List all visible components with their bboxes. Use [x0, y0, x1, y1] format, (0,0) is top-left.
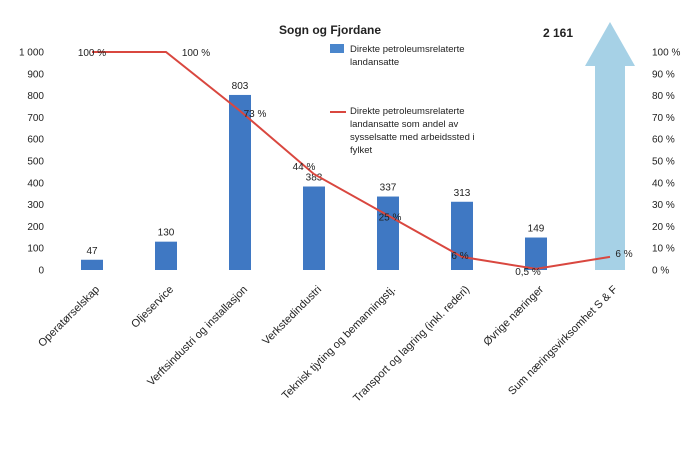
- category-axis: Operatørselskap OljeserviceVerftsindustri…: [36, 283, 620, 404]
- category-label: Øvrige næringer: [481, 283, 546, 348]
- right-tick-label: 50 %: [652, 157, 675, 168]
- left-tick-label: 700: [27, 113, 44, 124]
- bar-value-label: 149: [528, 224, 545, 235]
- bar: [303, 186, 325, 270]
- bar-value-label: 313: [454, 188, 471, 199]
- bar: [525, 237, 547, 270]
- right-tick-label: 30 %: [652, 200, 675, 211]
- line-value-label: 6 %: [615, 249, 632, 260]
- line-series: 100 % 100 % 73 % 44 % 25 % 6 % 0,5 % 6 %: [78, 48, 633, 278]
- bar-value-label: 130: [158, 228, 175, 239]
- right-tick-label: 0 %: [652, 266, 669, 277]
- category-label: Oljeservice: [129, 284, 176, 331]
- bar-value-label: 337: [380, 183, 397, 194]
- line-value-label: 100 %: [78, 48, 106, 59]
- total-arrow-shape: [585, 22, 635, 270]
- legend: Direkte petroleumsrelaterte landansatte Di…: [330, 44, 475, 156]
- category-label: Operatørselskap: [36, 284, 102, 350]
- left-tick-label: 600: [27, 135, 44, 146]
- bar-value-label: 47: [86, 246, 98, 257]
- bar: [155, 241, 177, 270]
- left-tick-label: 1 000: [19, 48, 44, 59]
- bar: [377, 196, 399, 270]
- bar-value-label: 803: [232, 81, 249, 92]
- legend-bar-swatch: [330, 44, 344, 53]
- right-tick-label: 60 %: [652, 135, 675, 146]
- total-arrow: 2 161: [543, 22, 635, 270]
- left-tick-label: 300: [27, 200, 44, 211]
- left-tick-label: 900: [27, 69, 44, 80]
- right-tick-label: 90 %: [652, 69, 675, 80]
- right-axis: 0 % 10 % 20 % 30 % 40 % 50 % 60 % 70 % 80 % 90 % 1…: [652, 48, 680, 277]
- line-value-label: 25 %: [379, 213, 402, 224]
- left-tick-label: 500: [27, 157, 44, 168]
- bar-series: 47 130 803 383 337 313 149: [81, 81, 547, 270]
- line-value-label: 100 %: [182, 48, 210, 59]
- right-tick-label: 70 %: [652, 113, 675, 124]
- line-value-label: 73 %: [244, 109, 267, 120]
- left-tick-label: 0: [38, 266, 44, 277]
- bar: [81, 259, 103, 270]
- right-tick-label: 10 %: [652, 244, 675, 255]
- category-label: Verkstedindustri: [260, 284, 324, 348]
- legend-label: Direkte petroleumsrelaterte landansatte s…: [350, 106, 475, 156]
- legend-label: Direkte petroleumsrelaterte landansatte: [350, 44, 465, 68]
- left-tick-label: 800: [27, 91, 44, 102]
- line-value-label: 0,5 %: [515, 267, 541, 278]
- right-tick-label: 20 %: [652, 222, 675, 233]
- right-tick-label: 40 %: [652, 178, 675, 189]
- left-tick-label: 200: [27, 222, 44, 233]
- left-tick-label: 100: [27, 244, 44, 255]
- total-value-label: 2 161: [543, 26, 573, 40]
- right-tick-label: 100 %: [652, 48, 680, 59]
- bar: [229, 94, 251, 270]
- left-tick-label: 400: [27, 178, 44, 189]
- share-line: [92, 51, 611, 270]
- line-value-label: 6 %: [451, 251, 468, 262]
- bar-value-label: 383: [306, 173, 323, 184]
- line-value-label: 44 %: [293, 162, 316, 173]
- chart-title: Sogn og Fjordane: [279, 23, 381, 37]
- category-label: Transport og lagring (inkl. rederi): [351, 284, 472, 405]
- right-tick-label: 80 %: [652, 91, 675, 102]
- left-axis: 0 100 200 300 400 500 600 700 800 900 1 000: [19, 48, 44, 277]
